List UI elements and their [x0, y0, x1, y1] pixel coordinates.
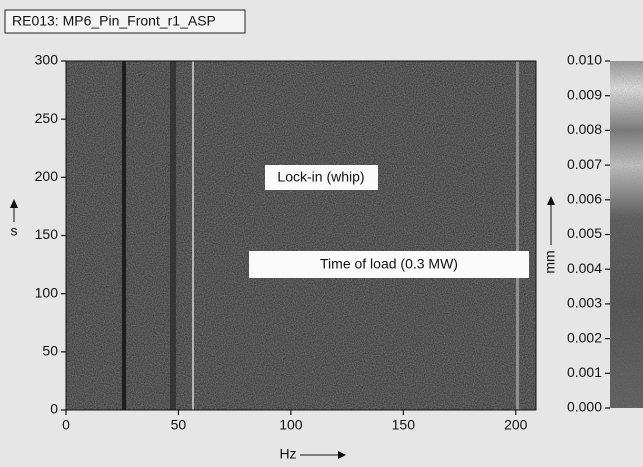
colorbar-tick-label: 0.010: [567, 52, 602, 68]
x-tick-label: 200: [504, 417, 528, 433]
spectral-line: [170, 61, 176, 410]
y-axis-label: s: [11, 223, 18, 239]
colorbar-tick-label: 0.000: [567, 399, 602, 415]
spectral-line: [516, 61, 519, 410]
cbar-arrow: [547, 196, 555, 245]
colorbar-tick-label: 0.006: [567, 191, 602, 207]
annotation-box: [265, 165, 378, 190]
y-tick-label: 250: [35, 110, 59, 126]
spectral-line: [192, 61, 194, 410]
x-tick-label: 100: [279, 417, 303, 433]
y-tick-label: 150: [35, 226, 59, 242]
colorbar-tick-label: 0.008: [567, 121, 602, 137]
y-tick-label: 200: [35, 168, 59, 184]
y-tick-label: 0: [50, 401, 58, 417]
chart-title: RE013: MP6_Pin_Front_r1_ASP: [12, 13, 216, 29]
x-arrow: [300, 451, 346, 459]
annotation: Time of load (0.3 MW): [320, 256, 458, 272]
colorbar-tick-label: 0.004: [567, 260, 602, 276]
y-tick-label: 300: [35, 52, 59, 68]
annotation: Lock-in (whip): [277, 169, 364, 185]
x-tick-label: 0: [62, 417, 70, 433]
colorbar-tick-label: 0.002: [567, 329, 602, 345]
spectrogram-texture: [66, 61, 536, 410]
x-tick-label: 150: [392, 417, 416, 433]
x-tick-label: 50: [171, 417, 187, 433]
colorbar-tick-label: 0.003: [567, 295, 602, 311]
annotation-box: [249, 251, 529, 278]
colorbar-tick-label: 0.009: [567, 86, 602, 102]
colorbar-label: mm: [542, 250, 558, 273]
y-tick-label: 50: [42, 343, 58, 359]
colorbar-tick-label: 0.005: [567, 225, 602, 241]
title-box: [4, 9, 246, 34]
x-axis-label: Hz: [279, 446, 296, 462]
y-arrow: [10, 199, 18, 222]
spectral-line: [122, 61, 126, 410]
plot-area: [65, 60, 537, 411]
colorbar-texture: [610, 61, 643, 408]
colorbar-tick-label: 0.001: [567, 364, 602, 380]
y-tick-label: 100: [35, 284, 59, 300]
colorbar-tick-label: 0.007: [567, 156, 602, 172]
